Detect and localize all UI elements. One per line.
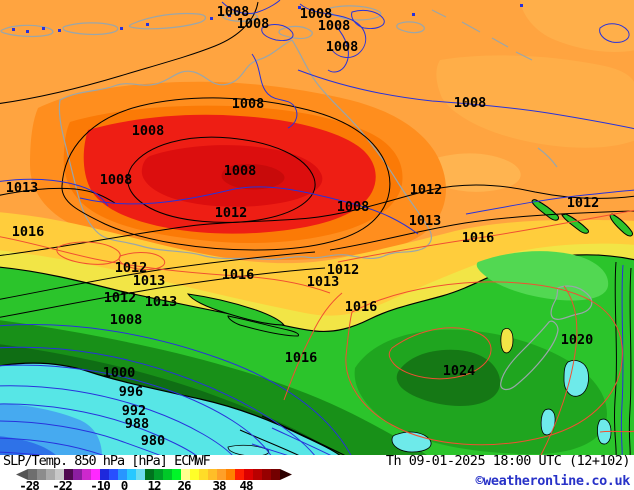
contour-label-1008: 1008 (454, 95, 487, 111)
colorbar-arrow-left (16, 469, 28, 480)
colorbar-segment (235, 469, 244, 480)
colorbar-segment (226, 469, 235, 480)
colorbar-segment (55, 469, 64, 480)
colorbar-segment (136, 469, 145, 480)
contour-label-1000: 1000 (103, 365, 136, 381)
colorbar-segment (64, 469, 73, 480)
colorbar-tick--28: -28 (19, 478, 40, 490)
colorbar-segment (163, 469, 172, 480)
colorbar-tick--10: -10 (90, 478, 111, 490)
caption-row: SLP/Temp. 850 hPa [hPa] ECMWF Th 09-01-2… (0, 452, 634, 470)
coastline-australia (58, 39, 432, 261)
contour-label-980: 980 (141, 433, 165, 449)
colorbar-segment (217, 469, 226, 480)
colorbar-segment (28, 469, 37, 480)
isobars-black (0, 1, 634, 455)
colorbar-segment (172, 469, 181, 480)
contour-label-988: 988 (125, 416, 149, 432)
contour-label-1008: 1008 (237, 16, 270, 32)
legend-row: -28 -22 -10 0 12 26 38 48 ©weatheronline.co.uk (0, 468, 634, 490)
colorbar-tick-0: 0 (120, 478, 128, 490)
contour-label-1008: 1008 (232, 96, 265, 112)
colorbar-ticks: -28 -22 -10 0 12 26 38 48 (0, 478, 320, 490)
product-title: SLP/Temp. 850 hPa [hPa] ECMWF (3, 453, 211, 469)
contour-label-1008: 1008 (110, 312, 143, 328)
contours-blue (0, 0, 634, 455)
colorbar-segment (46, 469, 55, 480)
colorbar-segment (127, 469, 136, 480)
colorbar-segment (145, 469, 154, 480)
contour-label-996: 996 (119, 384, 143, 400)
colorbar-segment (73, 469, 82, 480)
coastline-nz-north (550, 285, 593, 320)
colorbar-tick-38: 38 (212, 478, 226, 490)
contour-label-1012: 1012 (410, 182, 443, 198)
colorbar-segment (109, 469, 118, 480)
island-tasmania-green (186, 293, 286, 326)
colorbar-tick-48: 48 (239, 478, 253, 490)
contour-label-1016: 1016 (285, 350, 318, 366)
weather-map: 1008 1008 1008 1008 1008 1008 1008 1008 1008 1008… (0, 0, 634, 455)
colorbar-segments (28, 469, 280, 480)
contour-label-1008: 1008 (217, 4, 250, 20)
colorbar-segment (91, 469, 100, 480)
contour-label-1016: 1016 (345, 299, 378, 315)
colorbar-segment (190, 469, 199, 480)
island-dots-blue (12, 4, 523, 33)
contour-label-1013: 1013 (307, 274, 340, 290)
colorbar-arrow-right (280, 469, 292, 480)
valid-time: Th 09-01-2025 18:00 UTC (12+102) (385, 453, 631, 469)
contour-label-1008: 1008 (224, 163, 257, 179)
contour-label-1013: 1013 (6, 180, 39, 196)
colorbar-tick-26: 26 (177, 478, 191, 490)
contour-label-1016: 1016 (12, 224, 45, 240)
coastline-nz-south (500, 320, 559, 391)
contour-label-1012: 1012 (567, 195, 600, 211)
colorbar-segment (262, 469, 271, 480)
colorbar-segment (37, 469, 46, 480)
contour-label-1013: 1013 (133, 273, 166, 289)
copyright-credit: ©weatheronline.co.uk (475, 473, 630, 489)
coastlines (0, 5, 593, 391)
contour-label-1020: 1020 (561, 332, 594, 348)
colorbar-segment (244, 469, 253, 480)
contour-label-1024: 1024 (443, 363, 476, 379)
colorbar-segment (118, 469, 127, 480)
colorbar-segment (271, 469, 280, 480)
colorbar-segment (208, 469, 217, 480)
contour-label-1013: 1013 (145, 294, 178, 310)
contour-label-1008: 1008 (300, 6, 333, 22)
colorbar (16, 469, 292, 480)
colorbar-segment (82, 469, 91, 480)
contour-label-1008: 1008 (100, 172, 133, 188)
contours-red (0, 209, 634, 455)
contour-label-992: 992 (122, 403, 146, 419)
colorbar-tick--22: -22 (52, 478, 73, 490)
contour-label-1008: 1008 (318, 18, 351, 34)
contour-label-1012: 1012 (115, 260, 148, 276)
contour-label-1012: 1012 (104, 290, 137, 306)
contour-label-1008: 1008 (337, 199, 370, 215)
contour-label-1016: 1016 (462, 230, 495, 246)
contour-label-1013: 1013 (409, 213, 442, 229)
colorbar-segment (181, 469, 190, 480)
contour-label-1016: 1016 (222, 267, 255, 283)
contour-label-1008: 1008 (326, 39, 359, 55)
colorbar-segment (253, 469, 262, 480)
contour-label-1008: 1008 (132, 123, 165, 139)
colorbar-segment (199, 469, 208, 480)
contour-label-1012: 1012 (327, 262, 360, 278)
colorbar-tick-12: 12 (147, 478, 161, 490)
colorbar-segment (100, 469, 109, 480)
colorbar-segment (154, 469, 163, 480)
contour-label-1012: 1012 (215, 205, 248, 221)
